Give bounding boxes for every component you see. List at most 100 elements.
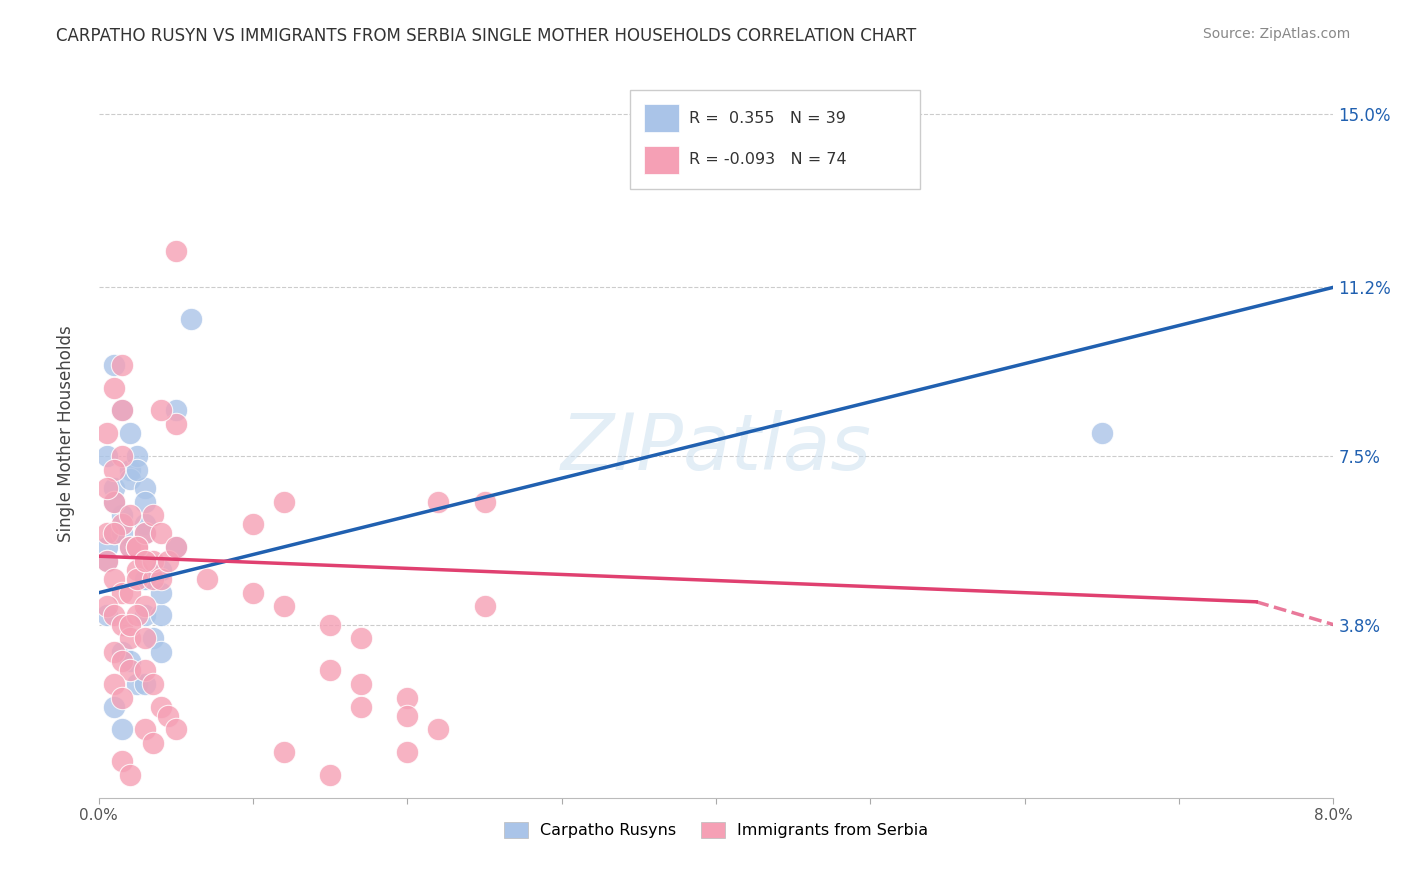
Point	[96, 481, 118, 495]
Point	[134, 723, 156, 737]
Point	[142, 677, 165, 691]
Point	[134, 632, 156, 646]
FancyBboxPatch shape	[630, 90, 920, 189]
Point	[319, 617, 342, 632]
Y-axis label: Single Mother Households: Single Mother Households	[58, 325, 75, 541]
Point	[118, 472, 141, 486]
Point	[350, 699, 373, 714]
Point	[111, 755, 134, 769]
Point	[96, 540, 118, 554]
Point	[157, 554, 180, 568]
Point	[118, 540, 141, 554]
Point	[149, 699, 172, 714]
Point	[142, 632, 165, 646]
Point	[103, 677, 125, 691]
Point	[396, 690, 419, 705]
Point	[134, 599, 156, 614]
Point	[111, 585, 134, 599]
Point	[103, 358, 125, 372]
Point	[96, 449, 118, 463]
Point	[273, 494, 295, 508]
Point	[103, 699, 125, 714]
Point	[103, 526, 125, 541]
Point	[103, 608, 125, 623]
Point	[149, 572, 172, 586]
Point	[118, 617, 141, 632]
Point	[118, 632, 141, 646]
Point	[149, 563, 172, 577]
Point	[242, 517, 264, 532]
Point	[134, 677, 156, 691]
Point	[427, 723, 450, 737]
Point	[118, 663, 141, 677]
Legend: Carpatho Rusyns, Immigrants from Serbia: Carpatho Rusyns, Immigrants from Serbia	[498, 815, 935, 845]
Point	[111, 517, 134, 532]
Point	[127, 462, 149, 476]
Point	[165, 723, 187, 737]
Point	[396, 745, 419, 759]
Point	[127, 677, 149, 691]
Point	[96, 599, 118, 614]
Point	[127, 572, 149, 586]
Point	[111, 526, 134, 541]
Point	[111, 617, 134, 632]
Point	[273, 599, 295, 614]
Point	[127, 608, 149, 623]
Point	[134, 494, 156, 508]
Point	[103, 526, 125, 541]
Point	[319, 663, 342, 677]
Point	[111, 654, 134, 668]
Point	[474, 494, 496, 508]
Point	[134, 608, 156, 623]
Point	[118, 654, 141, 668]
Point	[118, 426, 141, 441]
Point	[111, 358, 134, 372]
Text: Source: ZipAtlas.com: Source: ZipAtlas.com	[1202, 27, 1350, 41]
Point	[350, 632, 373, 646]
Point	[149, 645, 172, 659]
Point	[142, 572, 165, 586]
Point	[111, 403, 134, 417]
Point	[165, 403, 187, 417]
Point	[118, 768, 141, 782]
Point	[149, 585, 172, 599]
Point	[474, 599, 496, 614]
Point	[103, 381, 125, 395]
Point	[427, 494, 450, 508]
Point	[273, 745, 295, 759]
Point	[142, 736, 165, 750]
Point	[134, 517, 156, 532]
Point	[103, 481, 125, 495]
Point	[195, 572, 218, 586]
Point	[165, 417, 187, 431]
Point	[118, 508, 141, 523]
Point	[118, 462, 141, 476]
Point	[111, 449, 134, 463]
Point	[134, 526, 156, 541]
Text: R = -0.093   N = 74: R = -0.093 N = 74	[689, 153, 846, 167]
Point	[96, 554, 118, 568]
Point	[149, 526, 172, 541]
Point	[165, 244, 187, 258]
Text: CARPATHO RUSYN VS IMMIGRANTS FROM SERBIA SINGLE MOTHER HOUSEHOLDS CORRELATION CH: CARPATHO RUSYN VS IMMIGRANTS FROM SERBIA…	[56, 27, 917, 45]
Point	[103, 462, 125, 476]
Point	[134, 572, 156, 586]
Point	[1091, 426, 1114, 441]
Point	[142, 554, 165, 568]
Point	[142, 508, 165, 523]
Point	[134, 663, 156, 677]
Point	[180, 312, 202, 326]
Point	[103, 494, 125, 508]
Point	[149, 608, 172, 623]
Point	[118, 540, 141, 554]
Point	[319, 768, 342, 782]
Point	[157, 708, 180, 723]
Point	[111, 690, 134, 705]
Point	[111, 723, 134, 737]
Point	[111, 403, 134, 417]
Point	[134, 554, 156, 568]
Point	[127, 540, 149, 554]
Point	[396, 708, 419, 723]
Bar	[644, 104, 679, 132]
Point	[149, 403, 172, 417]
